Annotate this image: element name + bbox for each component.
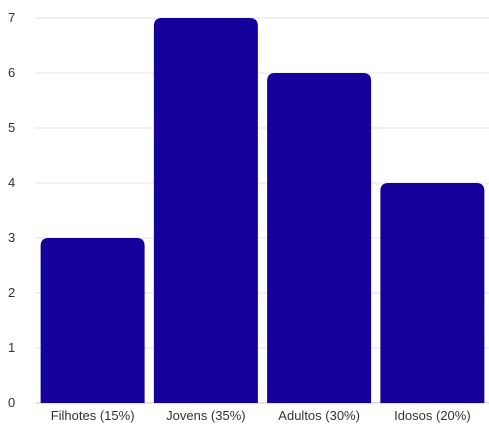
- y-tick-label-7: 7: [8, 10, 15, 25]
- y-tick-label-5: 5: [8, 120, 15, 135]
- x-axis-tick-labels: Filhotes (15%) Jovens (35%) Adultos (30%) I…: [51, 408, 471, 423]
- bars: [40, 18, 485, 403]
- bar-3: [380, 183, 485, 403]
- y-tick-label-3: 3: [8, 230, 15, 245]
- y-tick-label-1: 1: [8, 340, 15, 355]
- bar-0: [40, 238, 145, 403]
- y-tick-label-4: 4: [8, 175, 15, 190]
- x-tick-label-0: Filhotes (15%): [51, 408, 135, 423]
- y-tick-label-0: 0: [8, 395, 15, 410]
- y-tick-label-6: 6: [8, 65, 15, 80]
- bar-1: [153, 18, 258, 403]
- x-tick-label-3: Idosos (20%): [394, 408, 471, 423]
- y-tick-label-2: 2: [8, 285, 15, 300]
- y-axis-tick-labels: 0 1 2 3 4 5 6 7: [8, 10, 15, 410]
- bar-2: [267, 73, 372, 403]
- x-tick-label-1: Jovens (35%): [166, 408, 245, 423]
- x-tick-label-2: Adultos (30%): [278, 408, 360, 423]
